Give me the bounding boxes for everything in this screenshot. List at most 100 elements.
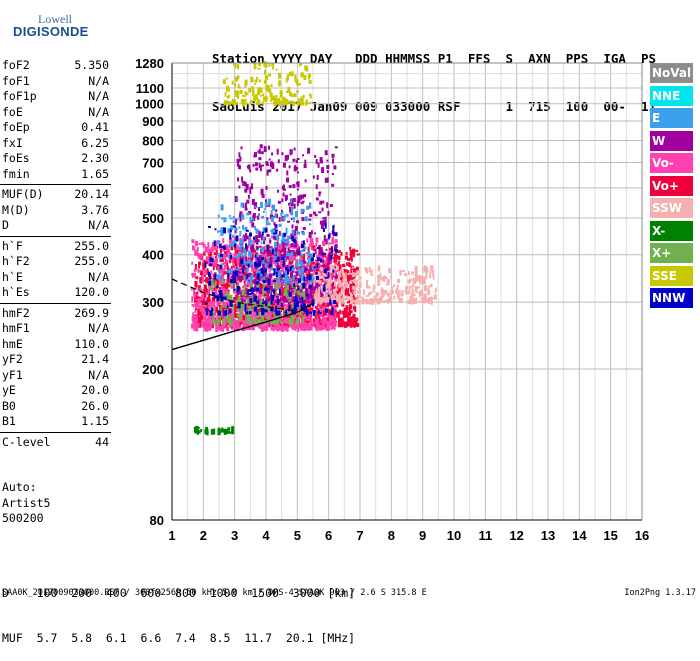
echo-point (249, 298, 253, 304)
echo-point (248, 281, 250, 288)
echo-point (229, 217, 233, 220)
echo-point (303, 164, 307, 168)
echo-point (239, 299, 242, 305)
echo-point (198, 319, 201, 326)
echo-point (288, 309, 291, 316)
echo-point (289, 100, 293, 104)
echo-point (227, 427, 231, 431)
echo-point (373, 296, 376, 301)
echo-point (282, 217, 286, 220)
echo-point (257, 67, 261, 70)
echo-point (302, 154, 304, 157)
echo-point (285, 98, 289, 105)
echo-point (270, 217, 274, 222)
echo-point (301, 317, 304, 322)
echo-point (287, 154, 289, 160)
echo-point (191, 272, 195, 278)
echo-point (326, 165, 330, 169)
echo-point (272, 319, 276, 326)
echo-point (264, 301, 267, 305)
echo-point (229, 243, 231, 248)
echo-point (198, 296, 201, 300)
echo-point (377, 265, 380, 272)
echo-point (326, 293, 328, 296)
echo-point (216, 295, 220, 302)
echo-point (214, 228, 217, 231)
echo-point (267, 293, 270, 297)
echo-point (426, 267, 429, 273)
echo-point (290, 209, 293, 216)
echo-point (288, 291, 292, 297)
echo-point (286, 314, 289, 320)
echo-point (274, 262, 277, 267)
echo-point (249, 317, 252, 322)
echo-point (233, 288, 236, 291)
echo-point (280, 297, 282, 300)
echo-point (285, 227, 288, 234)
echo-point (322, 263, 325, 268)
param-name: C-level (2, 434, 51, 449)
echo-point (376, 299, 379, 303)
echo-point (251, 309, 254, 313)
echo-point (300, 261, 303, 267)
echo-point (249, 272, 252, 275)
echo-point (424, 286, 427, 291)
echo-point (320, 327, 323, 330)
echo-point (366, 298, 369, 302)
echo-point (279, 90, 283, 95)
echo-point (322, 301, 326, 307)
echo-point (267, 223, 271, 226)
echo-point (266, 290, 269, 295)
echo-point (289, 255, 292, 259)
echo-point (219, 259, 223, 263)
param-row: h`F2 255.0 (0, 254, 111, 270)
echo-point (283, 292, 287, 296)
echo-point (341, 310, 344, 315)
echo-point (424, 300, 428, 303)
param-row: foEs 2.30 (0, 151, 111, 167)
echo-point (274, 213, 277, 218)
echo-point (293, 289, 297, 294)
echo-point (213, 316, 217, 319)
echo-point (229, 283, 232, 287)
echo-point (226, 326, 230, 332)
echo-point (276, 326, 279, 332)
echo-point (349, 250, 353, 255)
echo-point (229, 233, 232, 240)
echo-point (260, 323, 264, 330)
echo-point (273, 301, 276, 307)
echo-point (296, 267, 300, 274)
param-name: h`Es (2, 285, 30, 299)
echo-point (219, 290, 223, 296)
echo-point (232, 99, 235, 104)
echo-point (286, 318, 290, 323)
legend-item: NNE (650, 85, 693, 106)
echo-point (230, 101, 233, 104)
echo-point (327, 272, 330, 275)
echo-point (295, 319, 299, 325)
echo-point (279, 303, 282, 306)
echo-point (293, 147, 296, 151)
echo-point (245, 302, 249, 308)
echo-point (231, 259, 234, 263)
echo-point (207, 327, 211, 331)
muf-value-row: MUF 5.7 5.8 6.1 6.6 7.4 8.5 11.7 20.1 [M… (2, 631, 356, 645)
echo-point (221, 286, 224, 291)
echo-point (258, 282, 262, 289)
echo-point (275, 282, 278, 289)
echo-point (250, 76, 254, 79)
echo-point (222, 318, 226, 321)
echo-point (280, 286, 283, 289)
echo-point (191, 239, 195, 244)
echo-point (326, 159, 329, 162)
echo-point (256, 287, 260, 292)
echo-point (226, 265, 229, 272)
echo-point (250, 277, 252, 284)
echo-point (239, 244, 242, 251)
echo-point (324, 297, 328, 303)
echo-point (255, 267, 259, 273)
echo-point (219, 307, 222, 312)
echo-point (308, 232, 312, 238)
param-row: h`Es 120.0 (0, 285, 111, 301)
echo-point (304, 266, 307, 273)
